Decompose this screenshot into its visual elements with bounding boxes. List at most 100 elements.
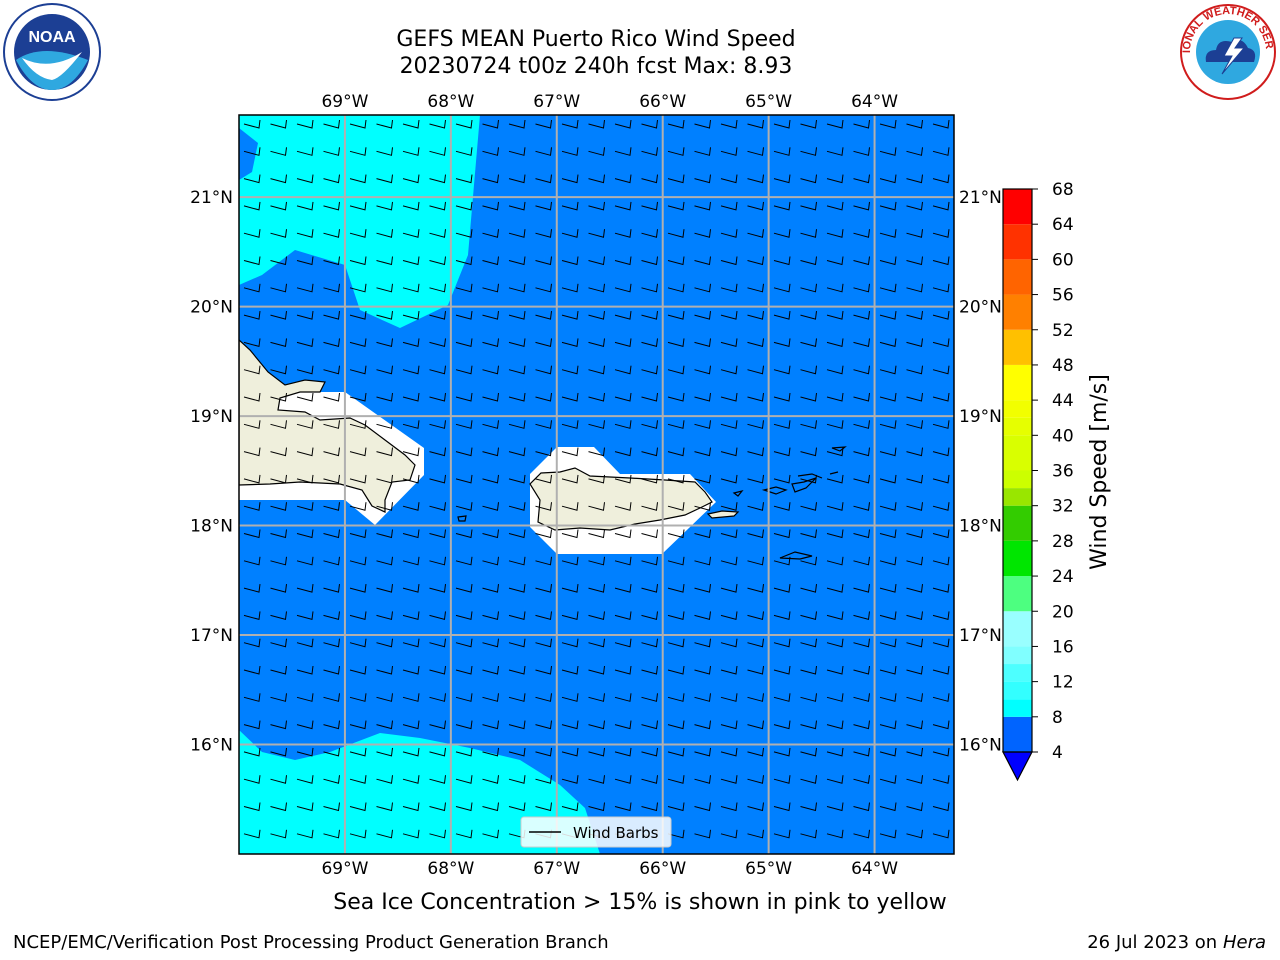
wind-barb [879,338,897,348]
wind-barb [455,256,473,266]
wind-barb [535,420,552,429]
wind-barb [826,229,844,238]
wind-barb [561,447,579,457]
wind-barb [879,529,897,539]
colorbar-segment [1003,576,1032,612]
wind-barb [535,611,552,621]
wind-barb [614,529,632,539]
wind-barb [243,174,261,184]
wind-barb [296,311,314,320]
wind-barb [349,201,367,211]
wind-barb [667,338,685,348]
wind-barb [455,201,473,211]
colorbar-tick-label: 68 [1052,180,1074,200]
wind-barb [932,747,950,757]
wind-barb [853,556,870,566]
wind-barb [853,474,870,484]
wind-barb [376,802,393,812]
colorbar-segment [1003,611,1032,647]
wind-barb [906,474,923,484]
wind-barb [402,584,420,593]
wind-barb [588,693,605,702]
wind-barb [455,283,473,293]
wind-barb [641,256,658,266]
wind-barb [296,474,314,484]
wind-barb [800,338,817,348]
wind-barb [429,392,446,402]
wind-barb [296,611,314,621]
lat-tick-label-right: 16°N [959,736,1002,756]
wind-barb [773,338,791,348]
wind-barb [800,365,817,375]
wind-barb [826,775,844,784]
colorbar-segment [1003,681,1032,700]
wind-barb [667,365,685,375]
wind-barb [932,611,950,621]
wind-barb [720,311,738,320]
colorbar-tick-label: 52 [1052,321,1074,341]
wind-barb [588,365,605,375]
wind-barb [879,693,897,702]
wind-barb [588,311,605,320]
wind-barb [773,365,791,375]
wind-barb [561,392,579,402]
wind-barb [296,174,314,184]
wind-barb [323,802,340,812]
wind-barb [482,665,499,675]
wind-barb [349,802,367,812]
wind-barb [932,311,950,320]
wind-barb [243,720,261,730]
wind-barb [402,829,420,839]
wind-barb [349,556,367,566]
colorbar-extend-min [1002,751,1033,782]
wind-barb [694,201,711,211]
wind-barb [243,802,261,812]
wind-barb [879,392,897,402]
wind-barb [641,693,658,702]
date-text: 26 Jul 2023 on [1087,932,1223,953]
wind-barb [508,256,526,266]
wind-barb [482,611,499,621]
wind-barb [243,529,261,539]
wind-barb [349,447,367,457]
colorbar-segment [1003,664,1032,682]
noaa-logo: NOAA [3,3,101,101]
wind-barb [535,174,552,184]
wind-barb [667,693,685,702]
lon-tick-label: 67°W [533,92,580,112]
wind-barb [773,311,791,320]
wind-barb [561,747,579,757]
wind-barb [588,147,605,156]
wind-barb [667,201,685,211]
wind-barb [907,857,923,865]
wind-barb [879,584,897,593]
wind-barb [561,338,579,348]
wind-barb [349,665,367,675]
wind-barb [720,256,738,266]
wind-barb [376,584,393,593]
wind-barb [720,638,738,648]
wind-barb [323,720,340,730]
wind-barb [614,665,632,675]
wind-barb [376,420,393,429]
wind-barb [349,365,367,375]
wind-barb [243,447,261,457]
wind-barb [297,857,313,865]
wind-barb [535,229,552,238]
wind-barb [906,365,923,375]
wind-barb [879,174,897,184]
wind-barb [243,638,261,648]
wind-barb [535,392,552,402]
wind-barb [270,420,287,429]
wind-barb [588,119,605,129]
wind-barb [323,201,340,211]
wind-barb [800,420,817,429]
wind-barb [376,529,393,539]
wind-barb [455,119,473,129]
wind-barb [588,447,605,457]
wind-barb [800,720,817,730]
wind-barb [402,447,420,457]
wind-barb [296,802,314,812]
wind-barb [694,720,711,730]
wind-barb [561,775,579,784]
